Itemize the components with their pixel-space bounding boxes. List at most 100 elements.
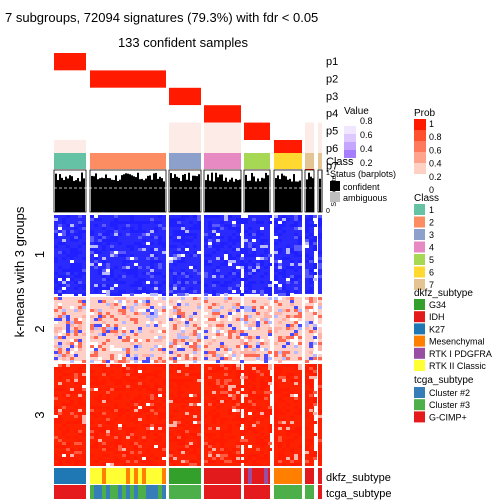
heatmap-cell: [318, 224, 322, 227]
heatmap-cell: [78, 251, 82, 254]
heatmap-cell: [110, 275, 114, 278]
heatmap-cell: [212, 403, 216, 406]
heatmap-cell: [204, 427, 208, 430]
heatmap-cell: [94, 251, 98, 254]
heatmap-cell: [298, 412, 302, 415]
heatmap-cell: [224, 333, 228, 336]
heatmap-cell: [146, 373, 150, 376]
heatmap-cell: [216, 400, 220, 403]
heatmap-cell: [78, 230, 82, 233]
heatmap-cell: [224, 367, 228, 370]
heatmap-cell: [248, 287, 252, 290]
heatmap-cell: [294, 376, 298, 379]
prob-tick: 0: [429, 185, 434, 195]
heatmap-cell: [248, 373, 252, 376]
heatmap-cell: [150, 263, 154, 266]
heatmap-cell: [220, 227, 224, 230]
heatmap-cell: [252, 251, 256, 254]
heatmap-cell: [54, 345, 58, 348]
heatmap-cell: [126, 385, 130, 388]
heatmap-cell: [82, 284, 86, 287]
heatmap-cell: [228, 254, 232, 257]
heatmap-cell: [236, 309, 240, 312]
tcga-cell: [134, 485, 138, 499]
heatmap-cell: [94, 327, 98, 330]
heatmap-cell: [268, 315, 272, 318]
heatmap-cell: [82, 242, 86, 245]
heatmap-cell: [177, 239, 181, 242]
dkfz-cell: [278, 468, 282, 484]
heatmap-cell: [94, 460, 98, 463]
heatmap-cell: [142, 454, 146, 457]
heatmap-cell: [150, 312, 154, 315]
heatmap-cell: [90, 236, 94, 239]
heatmap-cell: [236, 418, 240, 421]
silhouette-bar: [147, 175, 149, 212]
heatmap-cell: [158, 290, 162, 293]
heatmap-cell: [130, 357, 134, 360]
heatmap-cell: [240, 433, 244, 436]
heatmap-cell: [274, 327, 278, 330]
heatmap-cell: [298, 266, 302, 269]
heatmap-cell: [118, 312, 122, 315]
heatmap-cell: [74, 339, 78, 342]
heatmap-cell: [236, 236, 240, 239]
heatmap-cell: [58, 376, 62, 379]
status-swatch: [330, 181, 340, 191]
heatmap-cell: [142, 436, 146, 439]
heatmap-cell: [313, 300, 317, 303]
silhouette-bar: [170, 173, 172, 212]
heatmap-cell: [158, 236, 162, 239]
heatmap-cell: [240, 430, 244, 433]
heatmap-cell: [90, 430, 94, 433]
heatmap-cell: [78, 409, 82, 412]
heatmap-cell: [294, 382, 298, 385]
heatmap-cell: [58, 409, 62, 412]
heatmap-cell: [126, 373, 130, 376]
heatmap-cell: [110, 248, 114, 251]
heatmap-cell: [134, 373, 138, 376]
silhouette-bar: [83, 178, 85, 212]
heatmap-cell: [118, 360, 122, 363]
heatmap-cell: [169, 457, 173, 460]
heatmap-cell: [290, 251, 294, 254]
heatmap-cell: [278, 266, 282, 269]
heatmap-cell: [248, 339, 252, 342]
heatmap-cell: [274, 436, 278, 439]
heatmap-cell: [309, 224, 313, 227]
heatmap-cell: [102, 348, 106, 351]
heatmap-cell: [98, 218, 102, 221]
heatmap-cell: [181, 293, 185, 296]
heatmap-cell: [102, 333, 106, 336]
heatmap-cell: [212, 290, 216, 293]
heatmap-cell: [82, 364, 86, 367]
heatmap-cell: [158, 284, 162, 287]
heatmap-cell: [286, 439, 290, 442]
heatmap-cell: [102, 324, 106, 327]
heatmap-cell: [114, 348, 118, 351]
heatmap-cell: [134, 357, 138, 360]
heatmap-cell: [102, 454, 106, 457]
heatmap-cell: [106, 397, 110, 400]
heatmap-cell: [274, 275, 278, 278]
heatmap-cell: [114, 360, 118, 363]
row-group-label: 3: [32, 411, 47, 418]
class-swatch: [414, 266, 425, 278]
heatmap-cell: [216, 333, 220, 336]
heatmap-cell: [274, 297, 278, 300]
heatmap-cell: [189, 463, 193, 466]
heatmap-cell: [282, 421, 286, 424]
heatmap-cell: [268, 263, 272, 266]
heatmap-cell: [309, 239, 313, 242]
heatmap-cell: [126, 454, 130, 457]
heatmap-cell: [274, 373, 278, 376]
heatmap-cell: [185, 421, 189, 424]
heatmap-cell: [78, 412, 82, 415]
dkfz-cell: [70, 468, 74, 484]
heatmap-cell: [94, 218, 98, 221]
silhouette-bar: [77, 178, 79, 212]
heatmap-cell: [58, 457, 62, 460]
heatmap-cell: [146, 433, 150, 436]
heatmap-cell: [309, 442, 313, 445]
heatmap-cell: [82, 457, 86, 460]
